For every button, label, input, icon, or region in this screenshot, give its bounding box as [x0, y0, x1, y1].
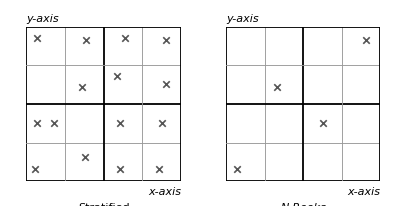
- Text: y-axis: y-axis: [26, 14, 59, 24]
- Point: [79, 85, 86, 88]
- Point: [117, 167, 123, 171]
- Point: [34, 121, 40, 124]
- Text: y-axis: y-axis: [226, 14, 259, 24]
- Point: [163, 82, 170, 86]
- Point: [159, 121, 166, 124]
- Point: [114, 75, 120, 78]
- Point: [363, 39, 369, 42]
- Point: [83, 39, 89, 42]
- Point: [233, 167, 240, 171]
- Point: [117, 121, 123, 124]
- Point: [320, 121, 326, 124]
- Point: [274, 85, 280, 88]
- Text: x-axis: x-axis: [148, 187, 181, 198]
- Point: [51, 121, 57, 124]
- Text: Stratified: Stratified: [78, 203, 130, 206]
- Point: [122, 36, 128, 39]
- Point: [155, 167, 162, 171]
- Text: N-Rooks: N-Rooks: [280, 203, 326, 206]
- Point: [82, 156, 89, 159]
- Point: [32, 167, 38, 171]
- Text: x-axis: x-axis: [348, 187, 381, 198]
- Point: [34, 36, 40, 39]
- Point: [163, 39, 170, 42]
